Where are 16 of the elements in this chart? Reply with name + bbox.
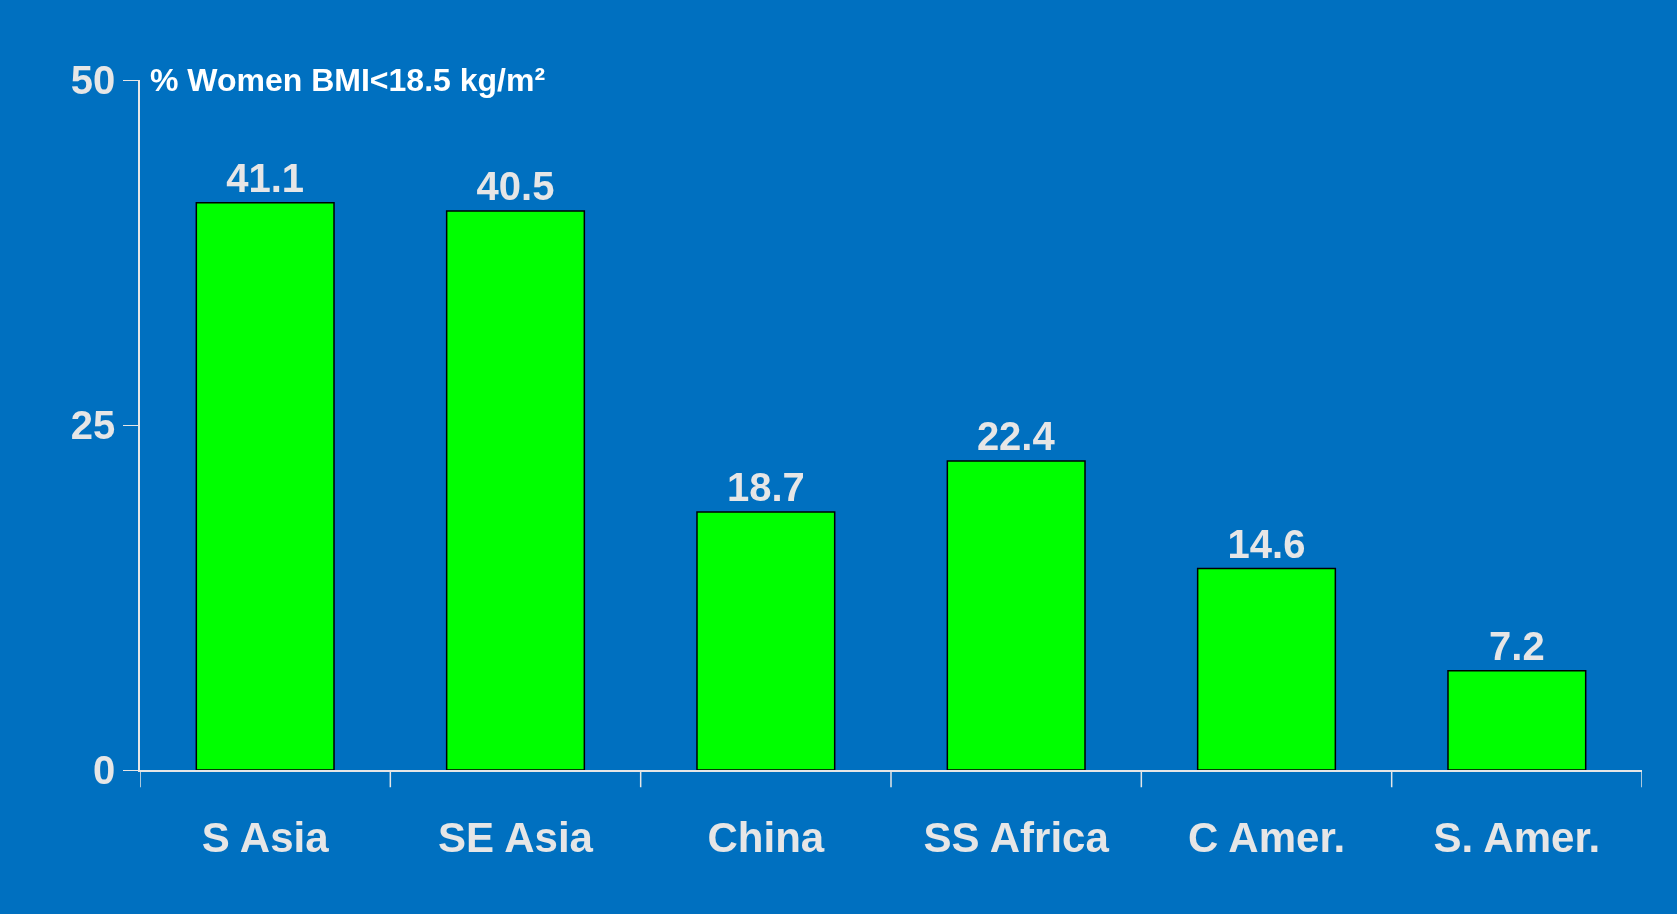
x-tick-label: S Asia xyxy=(201,814,330,862)
y-tick-label: 50 xyxy=(70,58,116,102)
data-label: 41.1 xyxy=(226,155,305,200)
y-tick-label: 25 xyxy=(70,403,116,447)
data-label: 40.5 xyxy=(476,164,555,209)
data-label: 7.2 xyxy=(1489,623,1545,668)
x-tick-label: C Amer. xyxy=(1187,814,1346,862)
x-tick-label: SS Africa xyxy=(923,814,1110,862)
data-label: 18.7 xyxy=(726,464,805,509)
x-tick-label: China xyxy=(707,814,825,862)
data-label: 14.6 xyxy=(1227,521,1306,566)
y-tick-label: 0 xyxy=(93,748,116,792)
x-tick-label: SE Asia xyxy=(438,814,594,862)
data-label: 22.4 xyxy=(976,413,1056,458)
x-tick-label: S. Amer. xyxy=(1433,814,1601,862)
y-axis-title: % Women BMI<18.5 kg/m² xyxy=(150,62,546,98)
